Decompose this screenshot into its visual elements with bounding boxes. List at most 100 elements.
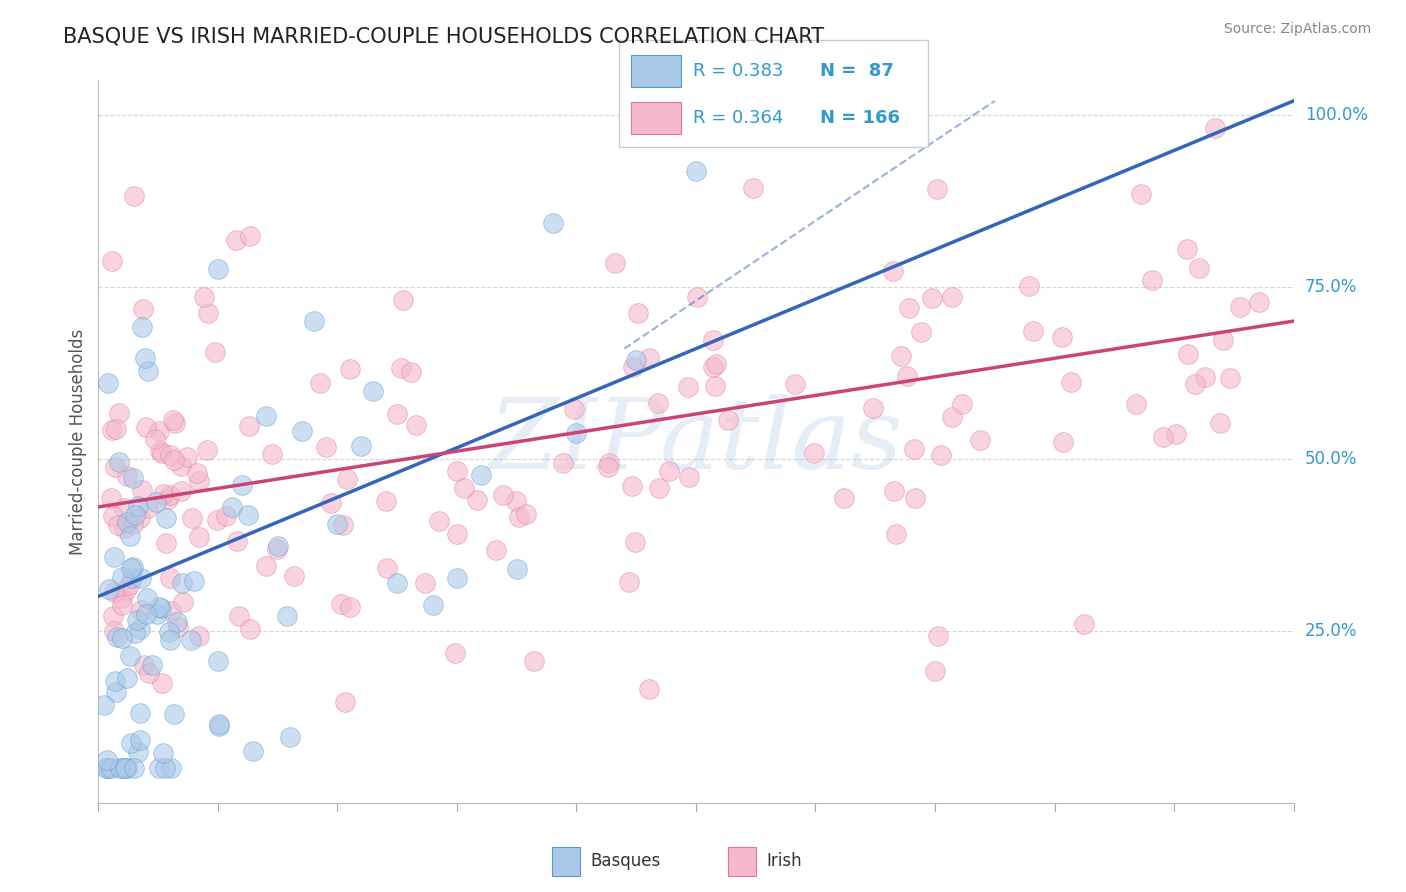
Point xyxy=(387,407,409,421)
Point xyxy=(506,562,529,576)
Point xyxy=(704,379,727,393)
Point xyxy=(1184,376,1206,391)
Point xyxy=(103,585,125,599)
Point xyxy=(128,706,150,720)
Point xyxy=(515,507,537,521)
Point xyxy=(882,264,904,278)
Point xyxy=(131,571,153,585)
Text: R = 0.383: R = 0.383 xyxy=(693,62,783,80)
Point xyxy=(225,533,247,548)
Point xyxy=(239,622,262,636)
Point xyxy=(541,216,564,230)
Point xyxy=(183,574,205,588)
Point xyxy=(115,761,138,775)
Point xyxy=(110,761,132,775)
Point xyxy=(150,676,173,690)
Point xyxy=(115,671,138,685)
Point xyxy=(704,357,727,371)
Point xyxy=(162,413,184,427)
Point xyxy=(193,290,215,304)
Point xyxy=(485,542,508,557)
Point xyxy=(389,361,412,376)
Point xyxy=(118,648,141,663)
Point xyxy=(204,345,226,359)
Point xyxy=(215,509,238,524)
Point xyxy=(118,578,141,592)
Point xyxy=(283,569,305,583)
Point xyxy=(103,509,125,524)
Point xyxy=(927,629,949,643)
Point xyxy=(104,685,127,699)
Point xyxy=(429,514,451,528)
Point xyxy=(157,625,180,640)
Point xyxy=(596,459,619,474)
Point xyxy=(266,542,288,557)
Point xyxy=(1229,300,1251,314)
Point xyxy=(111,598,134,612)
Point xyxy=(969,433,991,447)
Point xyxy=(676,380,699,394)
Point xyxy=(605,256,627,270)
Point xyxy=(122,188,145,202)
Point xyxy=(931,449,953,463)
Point xyxy=(160,604,183,618)
Point xyxy=(225,234,247,248)
Point xyxy=(205,513,228,527)
Point xyxy=(896,369,918,384)
Point xyxy=(315,440,337,454)
Point xyxy=(375,494,398,508)
Point xyxy=(326,516,349,531)
Point xyxy=(551,456,574,470)
Point xyxy=(93,698,115,712)
Point xyxy=(333,695,356,709)
Point xyxy=(121,571,143,585)
Point xyxy=(647,396,669,410)
Point xyxy=(276,609,298,624)
Point xyxy=(145,495,167,509)
Point xyxy=(153,761,176,775)
Point xyxy=(104,422,127,436)
Point xyxy=(104,674,127,689)
Point xyxy=(120,736,142,750)
Point xyxy=(96,753,118,767)
Point xyxy=(1177,346,1199,360)
Point xyxy=(904,491,927,505)
Point xyxy=(332,518,354,533)
Point xyxy=(1052,330,1074,344)
Point xyxy=(1188,260,1211,275)
Point xyxy=(658,464,681,478)
Point xyxy=(208,717,231,731)
Point xyxy=(118,529,141,543)
Point xyxy=(470,468,492,483)
Point xyxy=(1073,617,1095,632)
Point xyxy=(1052,435,1074,450)
Point xyxy=(231,478,253,492)
Point xyxy=(131,319,153,334)
Point xyxy=(148,424,170,438)
Point xyxy=(336,472,359,486)
Point xyxy=(150,446,173,460)
Point xyxy=(159,448,181,462)
Point xyxy=(97,761,120,775)
Point xyxy=(124,508,146,522)
Point xyxy=(562,402,585,417)
Point xyxy=(898,301,921,315)
Point xyxy=(114,761,136,775)
Text: N = 166: N = 166 xyxy=(820,110,900,128)
Point xyxy=(363,384,385,399)
Point xyxy=(465,492,488,507)
Point xyxy=(152,487,174,501)
Point xyxy=(103,549,125,564)
Point xyxy=(624,535,647,549)
Point xyxy=(100,761,122,775)
Point xyxy=(163,452,186,467)
Point xyxy=(134,657,156,672)
Point xyxy=(741,181,763,195)
Bar xyxy=(551,847,581,876)
Text: N =  87: N = 87 xyxy=(820,62,894,80)
Point xyxy=(188,530,211,544)
Point xyxy=(236,508,259,523)
Point xyxy=(453,481,475,495)
Point xyxy=(115,761,138,775)
Point xyxy=(598,456,620,470)
